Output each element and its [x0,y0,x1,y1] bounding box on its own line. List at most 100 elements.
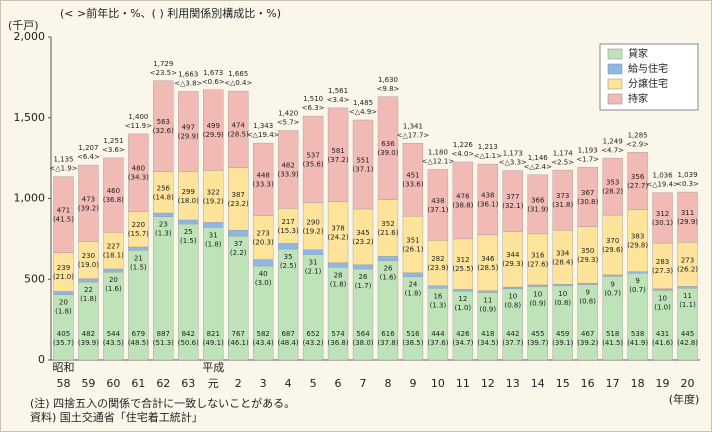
segment-value: 544 [107,330,121,338]
segment-share: (0.7) [629,286,646,294]
era-label: 昭和 [52,361,74,374]
x-tick-label: 5 [310,377,317,390]
segment-share: (29.9) [677,218,698,226]
segment-value: 366 [531,196,545,204]
segment-share: (38.0) [352,339,373,347]
legend-swatch [607,78,623,90]
segment-share: (37.7) [502,339,523,347]
segment-share: (33.9) [278,170,299,178]
x-tick-label: 10 [431,377,445,390]
era-label: 平成 [202,361,224,374]
segment-value: 311 [681,209,694,217]
segment-value: 345 [356,229,369,237]
y-tick-label: 0 [38,353,45,366]
y-axis-label: (千戸) [8,19,39,32]
segment-value: 370 [606,237,619,245]
segment-value: 377 [506,193,519,201]
segment-value: 11 [483,296,492,304]
bar-segment [402,272,424,277]
segment-value: 367 [581,189,594,197]
segment-value: 679 [132,330,145,338]
x-tick-label: 9 [409,377,416,390]
segment-value: 24 [408,281,417,289]
yoy-label: <3.4> [327,96,350,104]
segment-share: (15.3) [278,227,299,235]
segment-value: 10 [508,293,517,301]
segment-share: (18.1) [103,252,124,260]
segment-share: (41.9) [627,339,648,347]
segment-value: 460 [107,187,120,195]
total-label: 1,420 [278,110,298,118]
segment-value: 227 [107,243,120,251]
bar-segment [402,143,424,217]
segment-value: 356 [631,173,645,181]
segment-share: (41.6) [652,339,673,347]
bar-segment [203,222,224,228]
segment-value: 581 [331,147,344,155]
segment-value: 283 [656,258,669,266]
segment-value: 474 [232,121,246,129]
segment-value: 334 [556,249,570,257]
x-tick-label: 60 [106,377,120,390]
legend-label: 持家 [628,92,648,105]
segment-value: 12 [458,295,467,303]
segment-share: (46.1) [228,339,249,347]
total-label: 1,673 [203,69,223,77]
segment-value: 767 [232,330,245,338]
yoy-label: <△1.9> [49,165,77,173]
x-tick-label: 3 [260,377,267,390]
segment-share: (28.5) [477,264,498,272]
total-label: 1,343 [253,122,273,130]
segment-value: 344 [506,251,520,259]
segment-share: (23.2) [352,238,373,246]
bar-segment [327,262,349,268]
total-label: 1,174 [553,149,574,157]
segment-value: 459 [556,330,569,338]
segment-share: (1.8) [330,280,347,288]
segment-value: 518 [606,330,619,338]
segment-share: (43.2) [303,339,324,347]
segment-value: 37 [234,240,243,248]
total-label: 1,180 [428,148,448,156]
segment-share: (31.8) [552,201,573,209]
legend-swatch [607,63,623,75]
segment-value: 31 [209,231,218,239]
yoy-label: <△3.3> [499,159,527,167]
segment-share: (43.4) [253,339,274,347]
segment-value: 537 [306,151,319,159]
segment-share: (42.8) [677,339,698,347]
segment-value: 273 [681,256,694,264]
segment-value: 652 [306,330,319,338]
x-tick-label: 63 [181,377,195,390]
total-label: 1,400 [128,113,148,121]
segment-share: (1.7) [355,282,372,290]
segment-value: 20 [59,299,68,307]
segment-value: 9 [585,289,589,297]
total-label: 1,213 [478,143,498,151]
total-label: 1,285 [628,131,648,139]
segment-value: 322 [207,188,220,196]
yoy-label: <0.6> [202,78,225,86]
segment-share: (32.6) [153,127,174,135]
bar-segment [602,157,623,216]
total-label: 1,561 [328,87,348,95]
x-tick-label: 14 [531,377,545,390]
bar-segment [302,249,324,255]
segment-share: (1.8) [405,290,422,298]
segment-share: (1.5) [130,263,147,271]
segment-value: 442 [506,330,519,338]
segment-share: (29.3) [577,256,598,264]
segment-share: (27.7) [627,182,648,190]
segment-value: 445 [681,330,694,338]
bar-segment [677,191,698,243]
segment-value: 11 [683,292,692,300]
segment-share: (1.6) [380,274,397,282]
segment-share: (24.2) [328,233,349,241]
segment-value: 10 [658,294,667,302]
bar-segment [602,274,623,277]
bar-segment [527,174,548,235]
segment-share: (38.8) [452,201,473,209]
yoy-label: <△19.4> [247,131,280,139]
bar-segment [78,278,99,283]
